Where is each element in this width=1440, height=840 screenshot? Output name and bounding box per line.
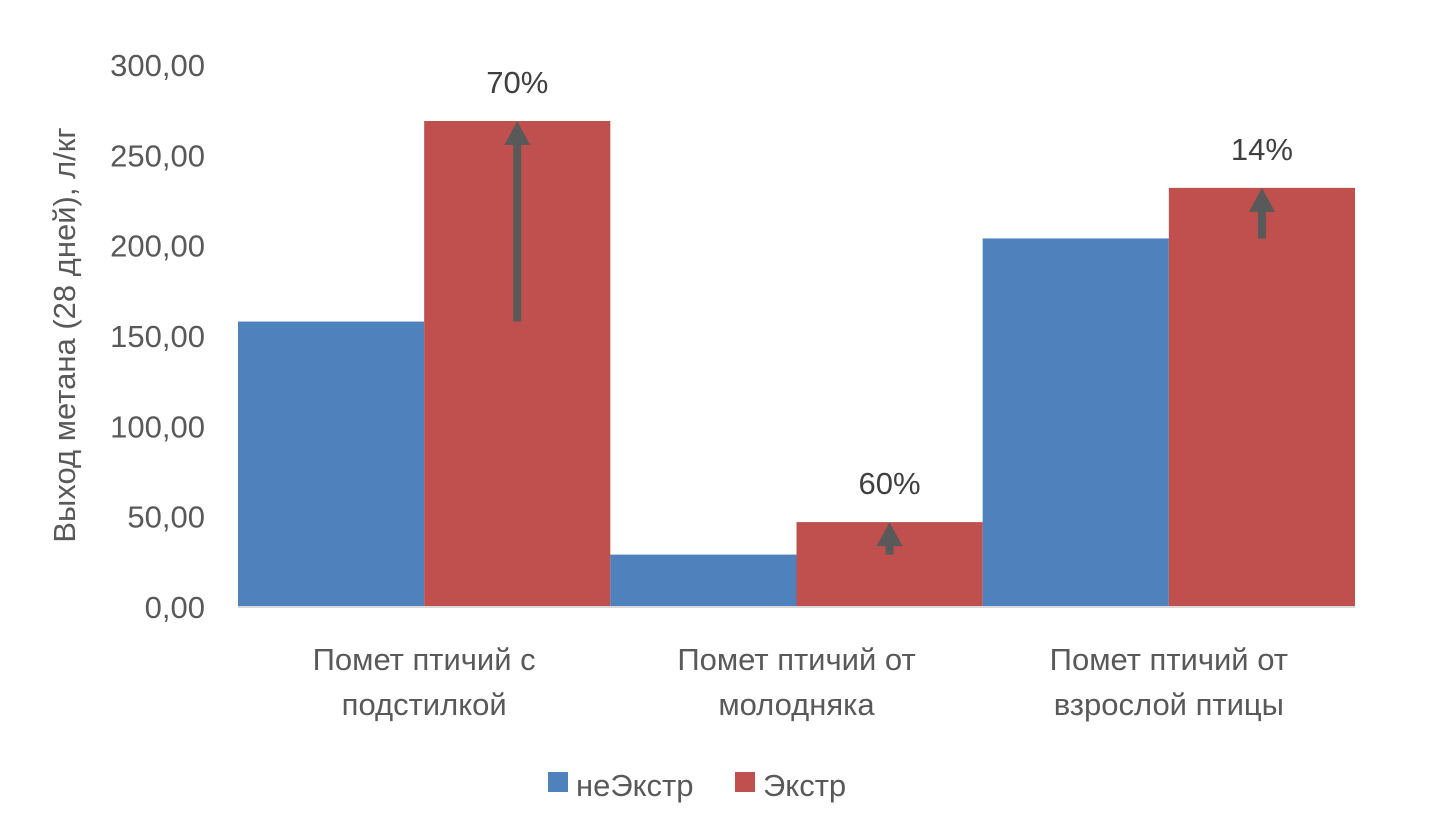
- change-arrow-head-2: [1248, 187, 1275, 212]
- category-label-2-line-1: взрослой птицы: [1054, 687, 1284, 722]
- change-arrow-head-0: [504, 121, 531, 146]
- y-tick-label: 300,00: [110, 48, 205, 83]
- change-arrow-head-1: [876, 522, 903, 547]
- bar-neekstr-2: [982, 238, 1169, 607]
- y-axis-title: Выход метана (28 дней), л/кг: [47, 127, 82, 542]
- percent-annotation-2: 14%: [1231, 132, 1293, 167]
- y-tick-label: 0,00: [145, 590, 205, 625]
- bars: [238, 121, 1355, 608]
- percent-annotation-1: 60%: [859, 466, 921, 501]
- category-labels: Помет птичий с подстилкой Помет птичий от м…: [313, 642, 1288, 722]
- bar-neekstr-0: [238, 321, 425, 607]
- legend-swatch-1: [735, 772, 755, 792]
- category-label-1-line-1: молодняка: [718, 687, 875, 722]
- legend-label-1: Экстр: [763, 768, 846, 803]
- y-tick-label: 150,00: [110, 319, 205, 354]
- category-label-0-line-1: подстилкой: [342, 687, 507, 722]
- legend-label-0: неЭкстр: [576, 768, 694, 803]
- percent-annotation-0: 70%: [486, 65, 548, 100]
- y-axis-title-group: Выход метана (28 дней), л/кг: [47, 127, 82, 542]
- category-label-2-line-0: Помет птичий от: [1050, 642, 1288, 677]
- percent-annotations: 70% 60% 14%: [486, 65, 1293, 501]
- y-tick-label: 250,00: [110, 138, 205, 173]
- legend-swatch-0: [548, 772, 568, 792]
- y-axis-ticks: 0,00 50,00 100,00 150,00 200,00 250,00 300,00: [110, 48, 205, 625]
- bar-ekstr-2: [1168, 187, 1355, 607]
- bar-neekstr-1: [610, 554, 797, 607]
- y-tick-label: 100,00: [110, 409, 205, 444]
- y-tick-label: 200,00: [110, 229, 205, 264]
- y-tick-label: 50,00: [127, 500, 205, 535]
- change-arrows: [504, 121, 1275, 555]
- legend: неЭкстр Экстр: [548, 768, 846, 803]
- category-label-1-line-0: Помет птичий от: [677, 642, 915, 677]
- category-label-0-line-0: Помет птичий с: [313, 642, 536, 677]
